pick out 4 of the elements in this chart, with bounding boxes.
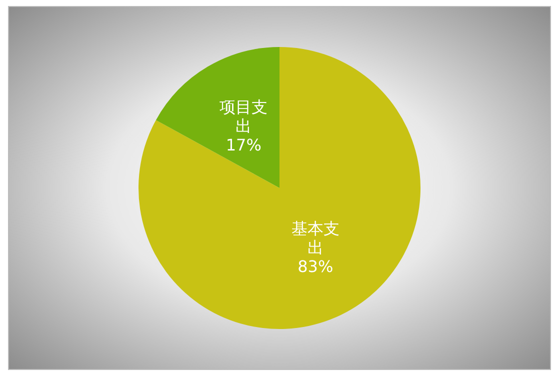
slice-label: 基本支出 — [291, 218, 340, 257]
slice-label: 项目支出 — [220, 97, 268, 136]
data-label: 17% — [226, 135, 262, 154]
data-label: 83% — [298, 256, 334, 276]
